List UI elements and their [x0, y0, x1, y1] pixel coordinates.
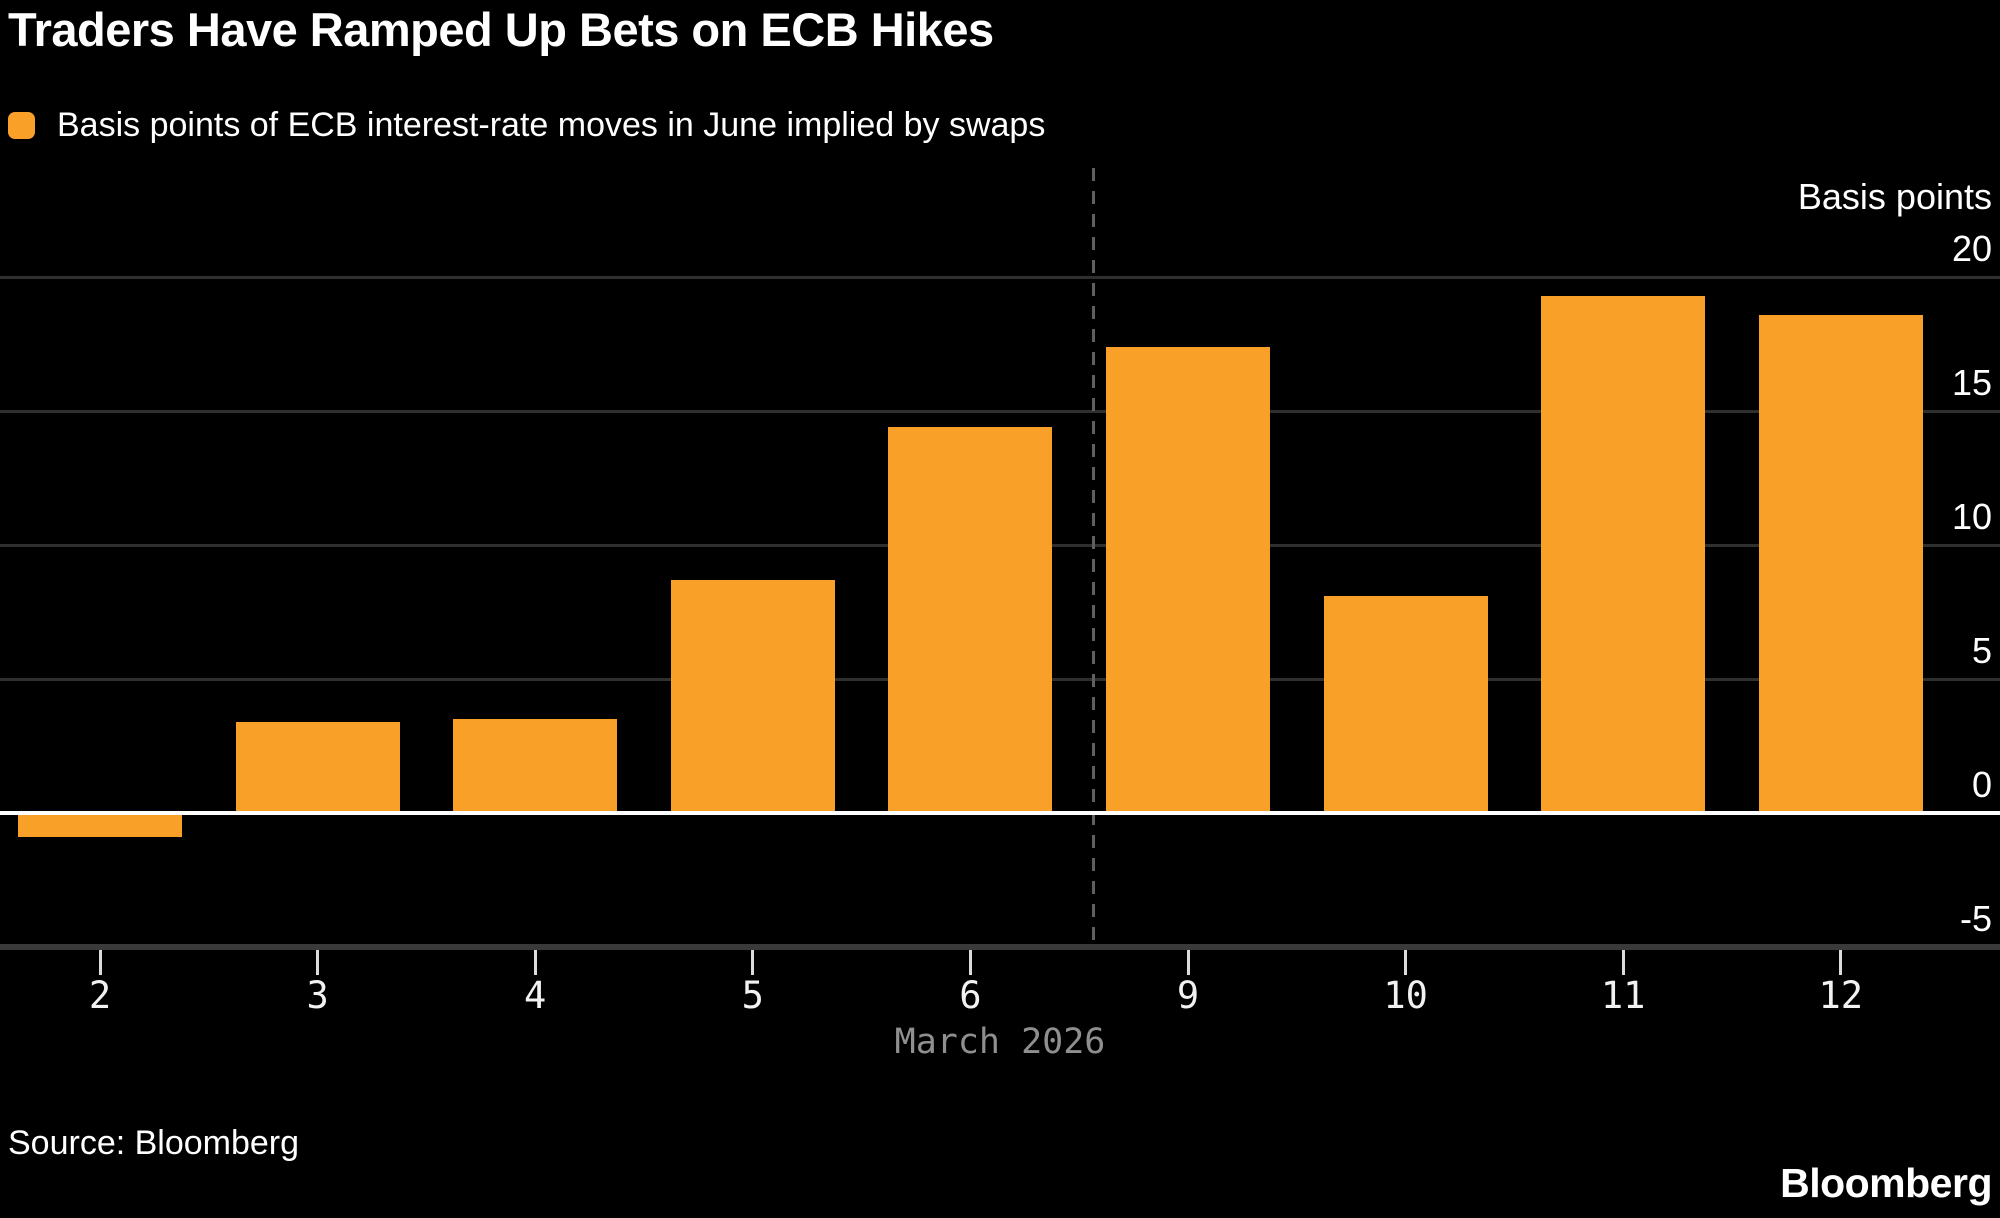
bar	[1541, 295, 1706, 813]
legend: Basis points of ECB interest-rate moves …	[8, 106, 1045, 145]
x-axis-tick	[533, 950, 537, 975]
y-tick-label: 0	[1971, 764, 1992, 805]
y-tick-label: 20	[1951, 228, 1992, 269]
bar	[1106, 346, 1270, 813]
x-axis-tick	[751, 950, 755, 975]
bar	[18, 813, 182, 838]
bar	[670, 579, 835, 813]
bar	[235, 721, 400, 813]
bloomberg-logo: Bloomberg	[1780, 1160, 1992, 1206]
bar	[453, 719, 618, 813]
x-tick-label: 9	[1176, 974, 1200, 1017]
y-tick-label: 10	[1951, 496, 1992, 537]
x-axis-tick	[98, 950, 102, 975]
bar	[888, 427, 1053, 813]
x-tick-label: 12	[1818, 974, 1864, 1017]
x-axis-tick	[1186, 950, 1190, 975]
x-tick-label: 2	[88, 974, 112, 1017]
gridline	[0, 275, 2000, 279]
x-tick-label: 4	[524, 974, 547, 1017]
x-tick-label: 11	[1600, 974, 1646, 1017]
y-tick-label: 5	[1971, 630, 1992, 671]
x-axis-tick	[316, 950, 320, 975]
x-tick-label: 10	[1383, 974, 1428, 1017]
x-axis-tick	[968, 950, 972, 975]
x-tick-label: 3	[306, 974, 329, 1017]
bar	[1323, 595, 1488, 813]
x-axis-month-label: March 2026	[894, 1022, 1106, 1062]
legend-swatch-icon	[8, 112, 35, 139]
zero-baseline	[0, 811, 2000, 815]
legend-label: Basis points of ECB interest-rate moves …	[57, 106, 1046, 144]
x-tick-label: 6	[959, 974, 982, 1017]
y-tick-label: -5	[1959, 898, 1992, 939]
x-axis-tick	[1621, 950, 1625, 975]
gridline	[0, 409, 2000, 413]
x-axis-tick	[1839, 950, 1843, 975]
x-tick-label: 5	[741, 974, 764, 1017]
x-axis-line	[0, 944, 2000, 950]
y-tick-label: 15	[1951, 362, 1992, 403]
weekend-separator-line	[1091, 168, 1095, 950]
chart-title: Traders Have Ramped Up Bets on ECB Hikes	[8, 3, 994, 56]
source-label: Source: Bloomberg	[8, 1124, 300, 1162]
x-axis-tick	[1404, 950, 1408, 975]
y-axis-unit-label: Basis points	[1797, 176, 1992, 217]
bar	[1758, 314, 1923, 813]
